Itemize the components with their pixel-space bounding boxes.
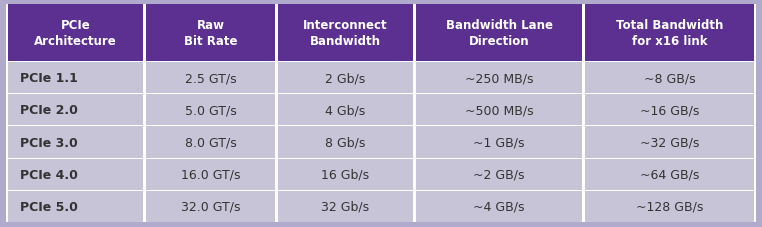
Bar	[8, 159, 143, 190]
Text: PCIe 2.0: PCIe 2.0	[20, 104, 78, 117]
Text: 16 Gb/s: 16 Gb/s	[322, 168, 370, 181]
Bar	[146, 95, 274, 126]
Text: PCIe 4.0: PCIe 4.0	[20, 168, 78, 181]
Bar	[8, 127, 143, 158]
Bar	[585, 127, 754, 158]
Text: 2 Gb/s: 2 Gb/s	[325, 72, 366, 85]
Bar	[277, 159, 413, 190]
Bar	[416, 95, 582, 126]
Bar	[146, 127, 274, 158]
Text: Interconnect
Bandwidth: Interconnect Bandwidth	[303, 19, 388, 48]
Text: ~500 MB/s: ~500 MB/s	[465, 104, 533, 117]
Bar	[8, 5, 143, 62]
Bar	[146, 5, 274, 62]
Text: 8.0 GT/s: 8.0 GT/s	[184, 136, 236, 149]
Text: PCIe 1.1: PCIe 1.1	[20, 72, 78, 85]
Bar	[585, 95, 754, 126]
Text: 4 Gb/s: 4 Gb/s	[325, 104, 366, 117]
Bar	[277, 5, 413, 62]
Bar	[416, 5, 582, 62]
Bar	[277, 127, 413, 158]
Text: 5.0 GT/s: 5.0 GT/s	[184, 104, 236, 117]
Text: ~4 GB/s: ~4 GB/s	[473, 200, 525, 213]
Text: ~2 GB/s: ~2 GB/s	[473, 168, 525, 181]
Text: ~250 MB/s: ~250 MB/s	[465, 72, 533, 85]
Bar	[416, 63, 582, 94]
Bar	[8, 191, 143, 222]
Text: ~32 GB/s: ~32 GB/s	[640, 136, 700, 149]
Text: ~128 GB/s: ~128 GB/s	[636, 200, 703, 213]
Text: 8 Gb/s: 8 Gb/s	[325, 136, 366, 149]
Text: 32 Gb/s: 32 Gb/s	[322, 200, 370, 213]
Bar	[585, 63, 754, 94]
Text: 32.0 GT/s: 32.0 GT/s	[181, 200, 240, 213]
Bar	[585, 5, 754, 62]
Text: ~64 GB/s: ~64 GB/s	[640, 168, 700, 181]
Text: 2.5 GT/s: 2.5 GT/s	[184, 72, 236, 85]
Text: PCIe
Architecture: PCIe Architecture	[34, 19, 117, 48]
Text: 16.0 GT/s: 16.0 GT/s	[181, 168, 240, 181]
Bar	[416, 159, 582, 190]
Text: ~16 GB/s: ~16 GB/s	[640, 104, 700, 117]
Text: PCIe 3.0: PCIe 3.0	[20, 136, 78, 149]
Text: PCIe 5.0: PCIe 5.0	[20, 200, 78, 213]
Bar	[277, 95, 413, 126]
Text: Bandwidth Lane
Direction: Bandwidth Lane Direction	[446, 19, 552, 48]
Bar	[146, 191, 274, 222]
Bar	[146, 159, 274, 190]
Bar	[585, 191, 754, 222]
Bar	[8, 63, 143, 94]
Text: ~8 GB/s: ~8 GB/s	[644, 72, 696, 85]
Text: ~1 GB/s: ~1 GB/s	[473, 136, 525, 149]
Bar	[585, 159, 754, 190]
Bar	[277, 191, 413, 222]
Text: Total Bandwidth
for x16 link: Total Bandwidth for x16 link	[616, 19, 723, 48]
Bar	[416, 191, 582, 222]
Bar	[146, 63, 274, 94]
Bar	[8, 95, 143, 126]
Bar	[416, 127, 582, 158]
Text: Raw
Bit Rate: Raw Bit Rate	[184, 19, 237, 48]
Bar	[277, 63, 413, 94]
